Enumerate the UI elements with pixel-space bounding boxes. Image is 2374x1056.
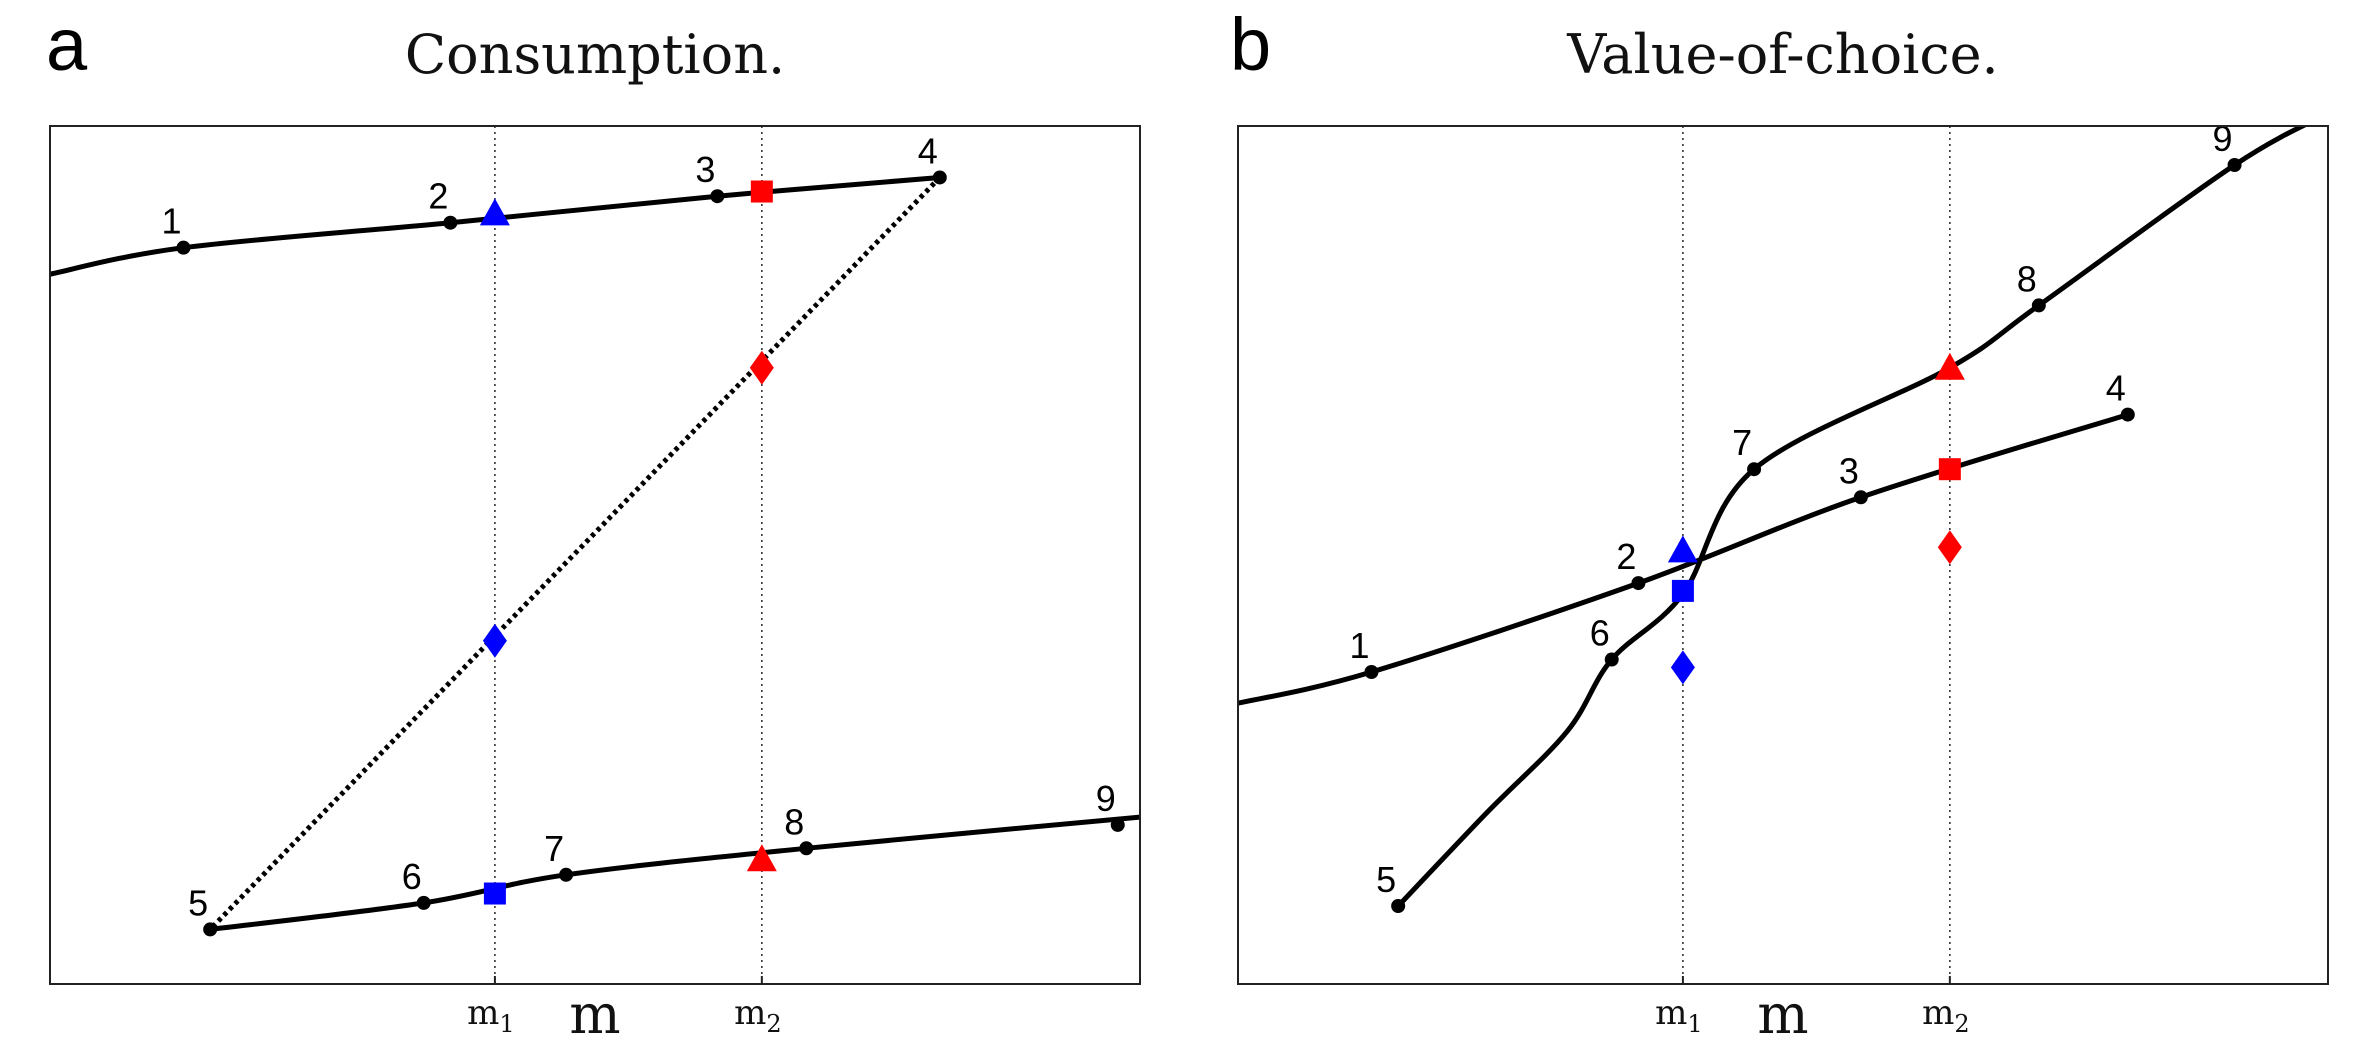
point-label-7: 7: [1732, 422, 1752, 463]
point-8: [799, 841, 814, 856]
blue-triangle-marker: [479, 198, 510, 226]
point-label-8: 8: [2017, 258, 2037, 299]
panel-a-title: Consumption.: [404, 23, 786, 86]
red-triangle-marker: [746, 844, 777, 872]
point-2: [1631, 576, 1646, 591]
panel-b-xlabel: m: [1757, 983, 1809, 1046]
point-label-9: 9: [2213, 118, 2233, 159]
panel-b-letter: b: [1230, 3, 1272, 86]
value-of-choice-chart: 1 2 3 4 5 6 7 8 9 m1 m2: [1237, 118, 2329, 1038]
point-label-1: 1: [161, 201, 181, 242]
point-8: [2031, 298, 2046, 313]
point-1: [176, 240, 191, 255]
point-label-6: 6: [402, 856, 422, 897]
point-2: [443, 215, 458, 230]
point-label-5: 5: [188, 882, 208, 923]
point-label-1: 1: [1349, 625, 1369, 666]
point-1: [1364, 665, 1379, 679]
blue-square-marker: [483, 882, 506, 905]
point-5: [1391, 899, 1406, 913]
dotted-jump-line-2: [208, 175, 942, 932]
panel-b-title: Value-of-choice.: [1567, 23, 1999, 86]
series-line-2: [1396, 126, 2309, 908]
point-3: [710, 189, 725, 204]
point-6: [1604, 652, 1619, 667]
plot-frame: [49, 125, 1141, 985]
point-label-8: 8: [784, 801, 804, 842]
point-label-2: 2: [1616, 536, 1636, 577]
blue-diamond-marker: [482, 623, 507, 658]
red-triangle-marker: [1934, 352, 1965, 380]
series-line-1: [50, 175, 941, 277]
red-square-marker: [750, 180, 773, 203]
red-square-marker: [1938, 458, 1961, 481]
point-7: [559, 867, 574, 882]
red-diamond-marker: [1937, 530, 1962, 565]
point-6: [416, 895, 431, 910]
point-9: [1110, 817, 1125, 832]
point-label-6: 6: [1590, 613, 1610, 654]
point-label-3: 3: [1839, 450, 1859, 491]
point-label-3: 3: [695, 149, 715, 190]
point-4: [2120, 407, 2135, 422]
point-label-4: 4: [2106, 368, 2126, 409]
point-label-5: 5: [1376, 859, 1396, 900]
series-line-3: [209, 814, 1140, 932]
xtick-label-m1: m1: [467, 993, 515, 1038]
panel-a-letter: a: [46, 3, 88, 86]
point-9: [2227, 158, 2242, 172]
point-4: [932, 170, 947, 185]
xtick-label-m2: m2: [1922, 993, 1970, 1038]
panel-a-xlabel: m: [569, 983, 621, 1046]
xtick-label-m2: m2: [734, 993, 782, 1038]
series-line-1: [1238, 412, 2129, 706]
point-label-4: 4: [918, 130, 938, 171]
point-label-7: 7: [544, 828, 564, 869]
xtick-label-m1: m1: [1655, 993, 1703, 1038]
blue-diamond-marker: [1670, 650, 1695, 685]
plot-frame: [1237, 125, 2329, 985]
point-label-9: 9: [1096, 778, 1116, 819]
red-diamond-marker: [749, 350, 774, 385]
blue-square-marker: [1671, 579, 1694, 602]
point-5: [203, 922, 218, 937]
consumption-chart: 1 2 3 4 5 6 7 8 9 m1 m2: [49, 125, 1141, 1038]
blue-triangle-marker: [1667, 535, 1698, 563]
point-3: [1853, 490, 1868, 505]
point-label-2: 2: [428, 176, 448, 217]
point-7: [1747, 462, 1762, 477]
